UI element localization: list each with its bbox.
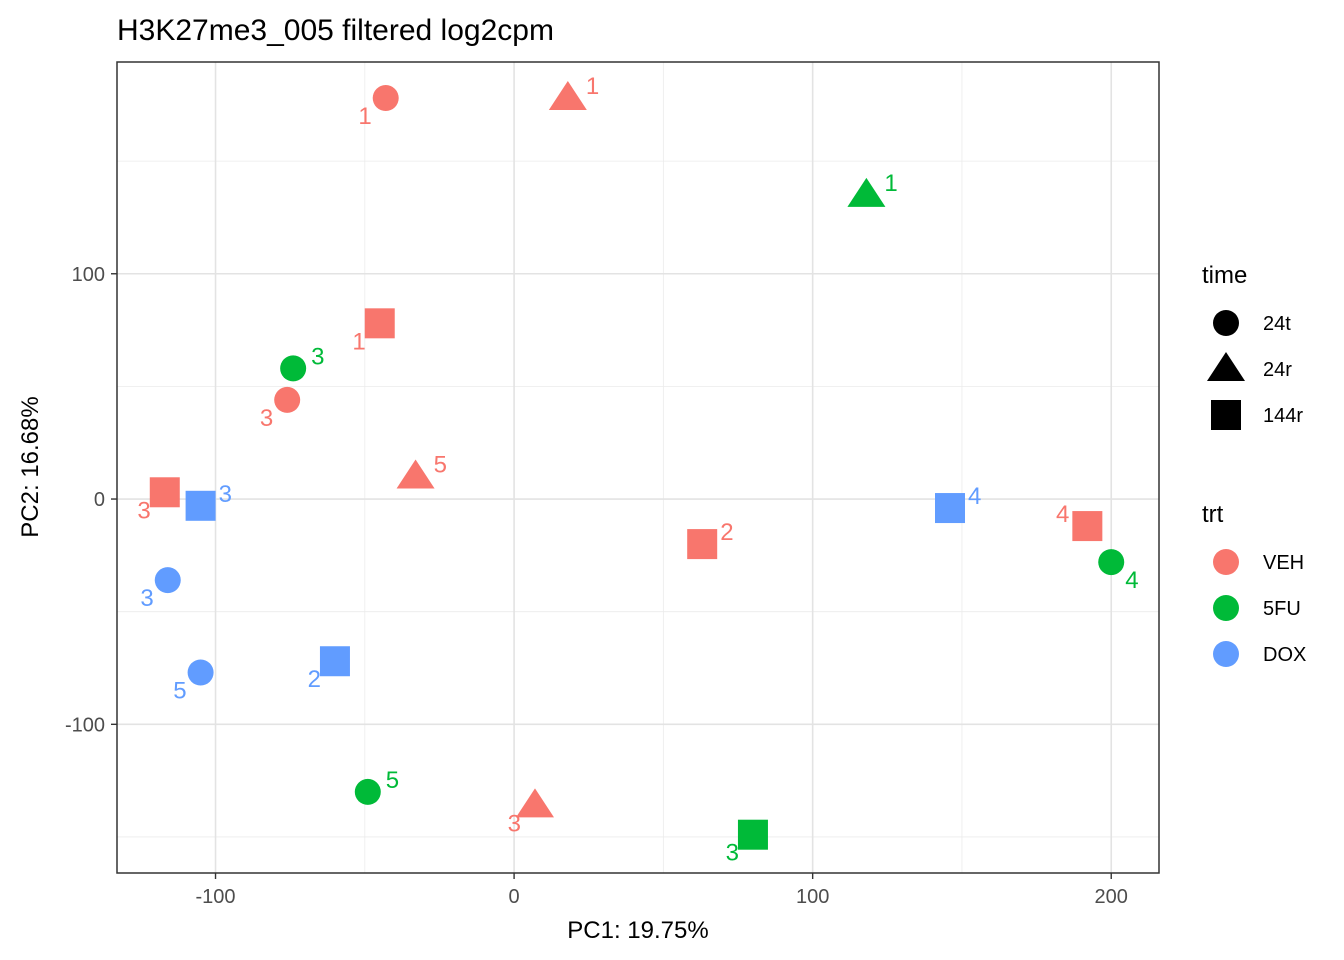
legend-time-key	[1213, 310, 1239, 336]
x-tick-label: 0	[509, 886, 520, 908]
point-label: 5	[173, 678, 186, 705]
point-label: 1	[586, 73, 599, 100]
point-label: 1	[884, 170, 897, 197]
point-label: 3	[311, 343, 324, 370]
y-tick-label: -100	[65, 714, 105, 736]
x-axis-title: PC1: 19.75%	[567, 917, 708, 944]
y-axis-title: PC2: 16.68%	[17, 396, 44, 537]
data-point	[319, 646, 350, 677]
point-label: 3	[726, 840, 739, 867]
chart-title: H3K27me3_005 filtered log2cpm	[117, 14, 554, 47]
legend-time-title: time	[1202, 262, 1247, 289]
point-label: 3	[508, 810, 521, 837]
grid-lines	[117, 62, 1159, 873]
point-label: 2	[720, 519, 733, 546]
y-axis-ticks: -100 0 100	[65, 264, 117, 736]
x-axis-ticks: -100 0 100 200	[196, 873, 1128, 908]
data-point	[687, 529, 718, 560]
point-label: 1	[352, 328, 365, 355]
data-point	[396, 459, 435, 489]
plot-panel-border	[116, 61, 1160, 874]
y-tick-label: 100	[72, 264, 105, 286]
x-tick-label: -100	[196, 886, 236, 908]
data-point	[274, 386, 301, 413]
data-point	[354, 778, 381, 805]
legend-time: time 24t 24r 144r	[1202, 262, 1303, 430]
point-label: 5	[386, 767, 399, 794]
data-point	[737, 819, 768, 850]
legend-trt-label: 5FU	[1263, 598, 1301, 620]
legend-time-label: 144r	[1263, 405, 1303, 427]
legend-trt-label: DOX	[1263, 644, 1306, 666]
data-point	[1098, 549, 1125, 576]
legend-time-key	[1207, 352, 1245, 381]
point-label: 1	[358, 103, 371, 130]
point-label: 4	[968, 483, 981, 510]
legend-trt-label: VEH	[1263, 552, 1304, 574]
point-label: 4	[1056, 501, 1069, 528]
data-point	[364, 308, 395, 339]
data-point	[935, 493, 966, 524]
point-label: 5	[434, 452, 447, 479]
point-label: 3	[219, 481, 232, 508]
point-label: 3	[140, 585, 153, 612]
data-point	[1072, 511, 1103, 542]
point-labels: 1 1 1 1 3 3 5 3 3 4 4 2 4 3 2 5 5 3 3	[137, 73, 1138, 867]
point-label: 3	[137, 497, 150, 524]
point-label: 4	[1125, 567, 1138, 594]
data-point	[154, 567, 181, 594]
data-point	[185, 490, 216, 521]
point-label: 3	[260, 405, 273, 432]
legend-trt-key	[1213, 549, 1239, 575]
data-point	[187, 659, 214, 686]
data-point	[280, 355, 307, 382]
legend-trt-key	[1213, 595, 1239, 621]
data-points	[149, 81, 1125, 850]
legend-trt-title: trt	[1202, 501, 1224, 528]
y-tick-label: 0	[94, 489, 105, 511]
legend-trt: trt VEH 5FU DOX	[1202, 501, 1306, 667]
data-point	[515, 788, 554, 818]
x-tick-label: 100	[796, 886, 829, 908]
data-point	[548, 81, 587, 111]
data-point	[847, 177, 886, 207]
data-point	[372, 85, 399, 112]
point-label: 2	[308, 666, 321, 693]
legend-time-key	[1211, 400, 1241, 430]
legend-trt-key	[1213, 641, 1239, 667]
legend-time-label: 24r	[1263, 359, 1292, 381]
x-tick-label: 200	[1095, 886, 1128, 908]
data-point	[149, 477, 180, 508]
legend-time-label: 24t	[1263, 313, 1291, 335]
